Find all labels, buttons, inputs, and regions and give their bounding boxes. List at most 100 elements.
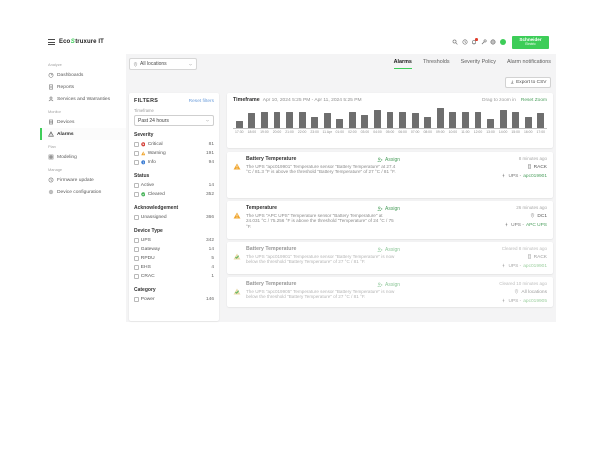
assign-button[interactable]: Assign	[377, 282, 400, 288]
cleared-icon	[141, 192, 146, 197]
checkbox[interactable]	[134, 142, 139, 147]
checkbox[interactable]	[134, 183, 139, 188]
rack-icon	[527, 163, 532, 171]
filter-option-rpdu[interactable]: RPDU 5	[134, 254, 214, 263]
ecostruxure-mark: S	[70, 39, 75, 45]
checkbox[interactable]	[134, 160, 139, 165]
checkbox[interactable]	[134, 151, 139, 156]
chevron-down-icon	[206, 119, 209, 122]
sidebar-item-reports[interactable]: Reports	[40, 81, 126, 93]
location-pin-icon	[514, 288, 519, 296]
alarm-location[interactable]: RACK	[533, 164, 547, 170]
reset-zoom-link[interactable]: Reset Zoom	[520, 98, 547, 103]
checkbox[interactable]	[134, 274, 139, 279]
filter-option-unassigned[interactable]: Unassigned 366	[134, 213, 214, 222]
histogram-bar	[374, 110, 381, 128]
device-link[interactable]: APC UPS	[525, 223, 547, 229]
tab-thresholds[interactable]: Thresholds	[422, 59, 450, 65]
filter-option-cleared[interactable]: Cleared 352	[134, 190, 214, 199]
drag-to-zoom-hint: Drag to zoom in	[482, 98, 516, 103]
tab-alarms[interactable]: Alarms	[393, 59, 412, 69]
filter-group-device-type: Device Type	[134, 228, 163, 234]
assign-button[interactable]: Assign	[377, 157, 400, 163]
reset-filters-link[interactable]: Reset filters	[188, 98, 214, 104]
sidebar-item-device-configuration[interactable]: Device configuration	[40, 186, 126, 198]
checkbox[interactable]	[134, 256, 139, 261]
x-tick-label: 12:00	[473, 130, 483, 134]
sidebar-item-dashboards[interactable]: Dashboards	[40, 69, 126, 81]
search-icon[interactable]	[452, 39, 458, 45]
x-tick-label: 03:00	[360, 130, 370, 134]
x-tick-label: 19:00	[260, 130, 269, 134]
filter-option-ehs[interactable]: EHS 4	[134, 263, 214, 272]
filter-group-acknowledgement: Acknowledgement	[134, 205, 179, 211]
histogram-bar	[348, 112, 356, 128]
checkbox[interactable]	[134, 192, 139, 197]
globe-icon[interactable]	[490, 39, 496, 45]
x-tick-label: 14:00	[498, 130, 508, 134]
assign-button[interactable]: Assign	[377, 206, 400, 212]
alarm-description: The UPS "APC UPS" Temperature sensor "Ba…	[246, 212, 394, 229]
x-tick-label: 07:00	[410, 130, 420, 134]
device-link[interactable]: apc019905	[523, 299, 547, 305]
notification-badge-dot	[475, 38, 478, 41]
sidebar-item-services-and-warranties[interactable]: Services and Warranties	[40, 93, 126, 105]
warning-cleared-icon	[233, 247, 241, 260]
export-to-csv-button[interactable]: Export to CSV	[505, 77, 551, 88]
history-icon[interactable]	[462, 39, 468, 45]
menu-icon[interactable]	[48, 39, 55, 45]
tab-severity-policy[interactable]: Severity Policy	[460, 59, 496, 65]
checkbox[interactable]	[134, 247, 139, 252]
location-selector[interactable]: All locations	[129, 58, 197, 70]
sidebar-item-alarms[interactable]: Alarms	[40, 128, 126, 140]
assign-person-icon	[377, 247, 383, 253]
filter-option-ups[interactable]: UPS 342	[134, 236, 214, 245]
location-selector-value: All locations	[140, 61, 167, 67]
alarm-time: 8 minutes ago	[518, 156, 547, 161]
alarm-card[interactable]: Battery Temperature The UPS "apc019901" …	[227, 242, 553, 274]
devices-icon	[48, 119, 54, 125]
sidebar-item-devices[interactable]: Devices	[40, 116, 126, 128]
assign-button[interactable]: Assign	[377, 247, 400, 253]
checkbox[interactable]	[134, 238, 139, 243]
reports-icon	[48, 84, 54, 90]
device-link[interactable]: apc019901	[523, 264, 547, 270]
histogram-bar	[449, 112, 457, 128]
alarm-location[interactable]: RACK	[533, 254, 547, 260]
alarm-card[interactable]: Battery Temperature The UPS "apc019901" …	[227, 152, 553, 198]
filter-option-crac[interactable]: CRAC 1	[134, 272, 214, 281]
warning-cleared-icon	[233, 282, 241, 295]
filter-option-info[interactable]: Info 94	[134, 158, 214, 167]
timeframe-filter-label: Timeframe	[134, 108, 154, 113]
checkbox[interactable]	[134, 215, 139, 220]
timeframe-select[interactable]: Past 24 hours	[134, 115, 214, 126]
histogram-bar	[424, 117, 432, 128]
sidebar-item-firmware-update[interactable]: Firmware update	[40, 174, 126, 186]
timeframe-card: Timeframe Apr 10, 2024 5:25 PM - Apr 11,…	[227, 93, 553, 148]
tab-alarm-notifications[interactable]: Alarm notifications	[506, 59, 551, 65]
filter-option-warning[interactable]: Warning 191	[134, 149, 214, 158]
filter-option-active[interactable]: Active 14	[134, 181, 214, 190]
x-tick-label: 21:00	[285, 130, 294, 134]
alarm-location[interactable]: All locations	[521, 289, 547, 295]
alarms-column: Timeframe Apr 10, 2024 5:25 PM - Apr 11,…	[227, 93, 553, 310]
alarm-card[interactable]: Battery Temperature The UPS "apc019905" …	[227, 277, 553, 307]
alarm-description: The UPS "apc019901" Temperature sensor "…	[246, 253, 395, 265]
notifications-icon[interactable]	[471, 38, 478, 45]
firmware-icon	[48, 177, 54, 183]
filter-option-critical[interactable]: Critical 81	[134, 140, 214, 149]
sidebar-item-modeling[interactable]: Modeling	[40, 151, 126, 163]
avatar[interactable]	[499, 39, 506, 45]
alarm-location[interactable]: DC1	[537, 213, 547, 219]
alarm-histogram[interactable]	[233, 107, 547, 129]
alarm-card[interactable]: Temperature The UPS "APC UPS" Temperatur…	[227, 201, 553, 239]
checkbox[interactable]	[134, 297, 139, 302]
filter-option-power[interactable]: Power 146	[134, 295, 214, 304]
wrench-icon[interactable]	[481, 39, 487, 45]
checkbox[interactable]	[134, 265, 139, 270]
device-link[interactable]: apc019901	[523, 174, 547, 180]
chevron-down-icon	[189, 63, 192, 66]
x-axis: 17:30 18:00 19:00 20:00 21:00 22:00 23:00 11 Ap…	[233, 129, 547, 135]
app-logo: EcoStruxure IT	[59, 39, 104, 45]
filter-option-gateway[interactable]: Gateway 14	[134, 245, 214, 254]
